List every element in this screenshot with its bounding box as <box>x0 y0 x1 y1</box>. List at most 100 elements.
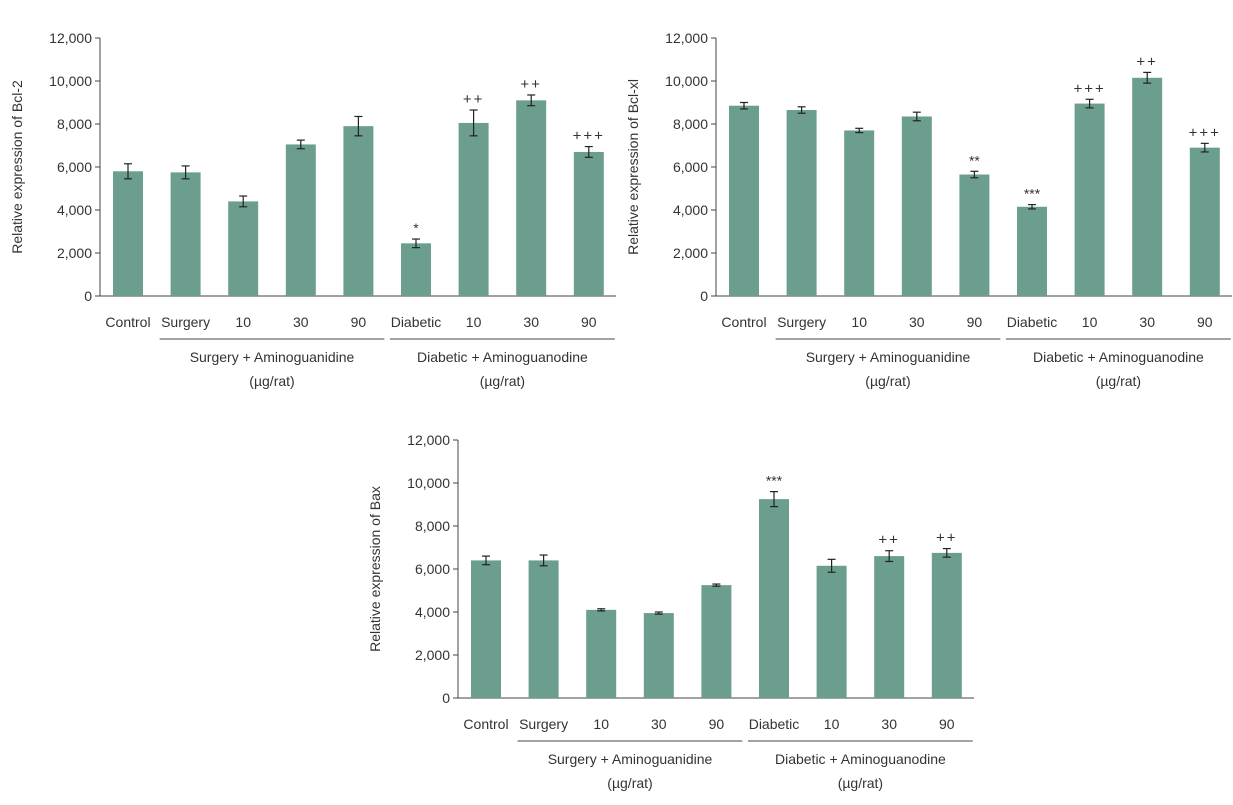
significance-annotation: ++ <box>520 76 542 93</box>
bar <box>228 201 259 296</box>
y-tick-label: 0 <box>84 288 92 304</box>
y-tick-label: 8,000 <box>673 116 708 132</box>
group-unit-surgery: (µg/rat) <box>249 373 294 389</box>
significance-annotation: * <box>413 220 419 236</box>
bar <box>1074 103 1105 296</box>
bar <box>170 172 201 296</box>
significance-annotation: *** <box>1024 186 1041 202</box>
category-label: Control <box>105 314 150 330</box>
bar <box>901 116 932 296</box>
bar <box>759 499 789 698</box>
category-label: 30 <box>1139 314 1155 330</box>
y-axis-label: Relative expression of Bax <box>367 486 383 652</box>
significance-annotation: +++ <box>1073 80 1105 97</box>
category-label: 10 <box>466 314 482 330</box>
y-tick-label: 6,000 <box>415 561 450 577</box>
bar <box>343 126 374 297</box>
bax-bar-chart: Relative expression of Bax 0 2,000 4,000 6,0… <box>367 432 976 791</box>
y-tick-label: 6,000 <box>57 159 92 175</box>
bar <box>729 105 759 296</box>
y-tick-label: 4,000 <box>673 202 708 218</box>
bcl2-bar-chart: Relative expression of Bcl-2 0 2,000 4,000 6… <box>9 30 618 389</box>
bar <box>528 560 559 698</box>
bar <box>816 565 847 698</box>
group-label-surgery: Surgery + Aminoguanidine <box>548 751 713 767</box>
significance-annotation: ++ <box>936 530 958 547</box>
bar <box>113 171 143 296</box>
bar <box>285 144 316 296</box>
category-label: Control <box>721 314 766 330</box>
category-label: 10 <box>593 716 609 732</box>
category-label: Diabetic <box>749 716 800 732</box>
y-tick-label: 10,000 <box>407 475 450 491</box>
y-tick-label: 10,000 <box>49 73 92 89</box>
significance-annotation: +++ <box>1189 124 1221 141</box>
bar <box>786 110 817 297</box>
y-tick-label: 6,000 <box>673 159 708 175</box>
category-label: 10 <box>824 716 840 732</box>
y-tick-label: 0 <box>442 690 450 706</box>
bax-chart-panel: Relative expression of Bax 0 2,000 4,000 6,0… <box>358 402 976 805</box>
bar <box>573 151 604 296</box>
category-label: 30 <box>651 716 667 732</box>
category-label: 10 <box>851 314 867 330</box>
category-label: 90 <box>709 716 725 732</box>
category-label: Diabetic <box>1007 314 1058 330</box>
y-tick-label: 12,000 <box>665 30 708 46</box>
significance-annotation: +++ <box>573 128 605 145</box>
group-label-surgery: Surgery + Aminoguanidine <box>190 349 355 365</box>
significance-annotation: ** <box>969 152 980 168</box>
category-label: 90 <box>581 314 597 330</box>
y-tick-label: 0 <box>700 288 708 304</box>
bar <box>959 174 990 296</box>
significance-annotation: *** <box>766 473 783 489</box>
significance-annotation: ++ <box>463 91 485 108</box>
bar <box>1189 147 1220 296</box>
bar <box>458 122 489 296</box>
group-unit-diabetic: (µg/rat) <box>838 775 883 791</box>
bar <box>844 130 875 296</box>
category-label: 30 <box>293 314 309 330</box>
group-label-diabetic: Diabetic + Aminoguanodine <box>417 349 588 365</box>
significance-annotation: ++ <box>1136 53 1158 70</box>
category-label: 10 <box>1082 314 1098 330</box>
group-unit-diabetic: (µg/rat) <box>1096 373 1141 389</box>
category-label: 90 <box>351 314 367 330</box>
category-label: 30 <box>909 314 925 330</box>
y-tick-label: 8,000 <box>57 116 92 132</box>
y-tick-label: 4,000 <box>57 202 92 218</box>
y-tick-label: 4,000 <box>415 604 450 620</box>
category-label: Diabetic <box>391 314 442 330</box>
y-tick-label: 2,000 <box>673 245 708 261</box>
bar <box>401 243 431 296</box>
bar <box>586 609 617 698</box>
y-tick-label: 12,000 <box>407 432 450 448</box>
y-tick-label: 2,000 <box>415 647 450 663</box>
bar <box>516 100 547 296</box>
group-unit-surgery: (µg/rat) <box>607 775 652 791</box>
category-label: 10 <box>235 314 251 330</box>
category-label: Surgery <box>519 716 568 732</box>
group-label-surgery: Surgery + Aminoguanidine <box>806 349 971 365</box>
bclxl-chart-panel: Relative expression of Bcl-xl 0 2,000 4,000… <box>616 0 1233 407</box>
bcl2-chart-panel: Relative expression of Bcl-2 0 2,000 4,000 6… <box>0 0 618 407</box>
category-label: 30 <box>881 716 897 732</box>
group-label-diabetic: Diabetic + Aminoguanodine <box>1033 349 1204 365</box>
y-axis-label: Relative expression of Bcl-xl <box>625 79 641 255</box>
y-tick-label: 8,000 <box>415 518 450 534</box>
group-unit-diabetic: (µg/rat) <box>480 373 525 389</box>
category-label: Control <box>463 716 508 732</box>
group-unit-surgery: (µg/rat) <box>865 373 910 389</box>
bar <box>874 556 905 698</box>
bar <box>643 613 674 698</box>
category-label: Surgery <box>161 314 210 330</box>
significance-annotation: ++ <box>878 532 900 549</box>
category-label: 30 <box>523 314 539 330</box>
y-tick-label: 2,000 <box>57 245 92 261</box>
bar <box>701 585 732 698</box>
bar <box>471 560 501 698</box>
y-tick-label: 10,000 <box>665 73 708 89</box>
category-label: 90 <box>1197 314 1213 330</box>
bar <box>1132 77 1163 297</box>
group-label-diabetic: Diabetic + Aminoguanodine <box>775 751 946 767</box>
